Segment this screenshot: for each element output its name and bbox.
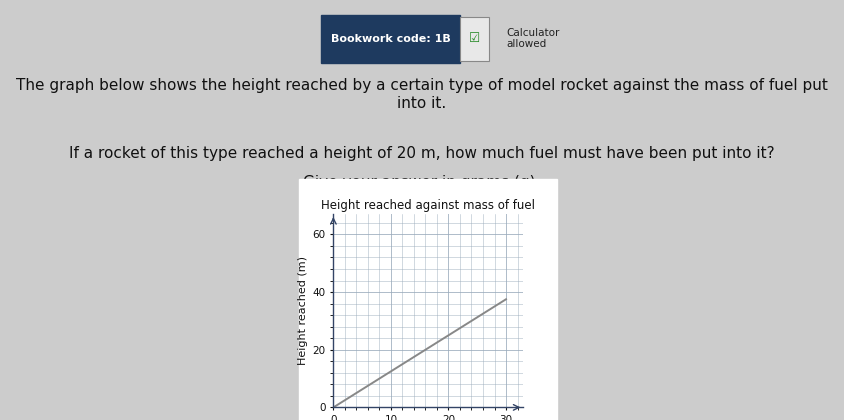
FancyBboxPatch shape — [299, 179, 558, 420]
Y-axis label: Height reached (m): Height reached (m) — [299, 256, 308, 365]
FancyBboxPatch shape — [321, 15, 460, 63]
Text: Calculator
allowed: Calculator allowed — [506, 28, 560, 50]
Text: The graph below shows the height reached by a certain type of model rocket again: The graph below shows the height reached… — [16, 78, 828, 111]
Title: Height reached against mass of fuel: Height reached against mass of fuel — [322, 199, 535, 212]
Text: Bookwork code: 1B: Bookwork code: 1B — [331, 34, 451, 44]
Text: Give your answer in grams (g).: Give your answer in grams (g). — [303, 175, 541, 190]
Text: If a rocket of this type reached a height of 20 m, how much fuel must have been : If a rocket of this type reached a heigh… — [69, 146, 775, 161]
FancyBboxPatch shape — [460, 17, 489, 61]
Text: ☑: ☑ — [468, 32, 480, 45]
